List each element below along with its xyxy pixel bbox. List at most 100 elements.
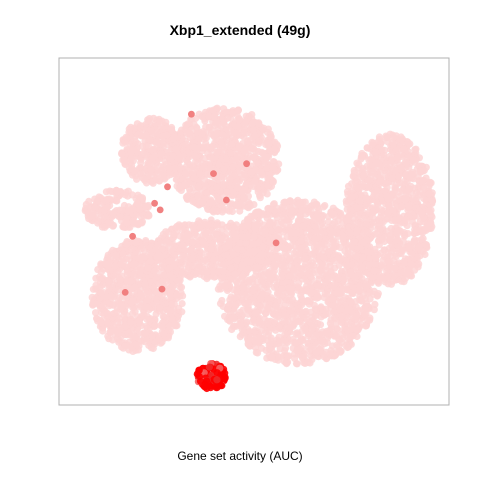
data-point <box>329 295 337 303</box>
data-point <box>194 242 202 250</box>
data-point <box>312 241 321 249</box>
data-point <box>159 172 167 180</box>
data-point <box>363 282 371 290</box>
data-point <box>299 222 307 230</box>
data-point <box>157 150 166 158</box>
data-point <box>233 245 242 253</box>
data-point <box>321 263 329 271</box>
data-point <box>220 165 228 173</box>
data-point <box>371 300 379 308</box>
data-point <box>234 107 242 115</box>
data-point <box>213 129 221 137</box>
data-point <box>221 283 230 291</box>
data-point <box>92 281 100 289</box>
data-point <box>281 294 289 302</box>
data-point <box>252 210 260 219</box>
data-point <box>243 293 251 301</box>
data-point <box>233 153 241 161</box>
data-point <box>226 175 234 183</box>
data-point <box>233 178 241 186</box>
data-point <box>292 229 300 238</box>
data-point <box>242 318 250 326</box>
data-point <box>201 164 209 172</box>
data-point <box>287 307 295 315</box>
data-point <box>238 273 247 281</box>
data-point <box>218 235 226 243</box>
data-point <box>313 294 321 302</box>
data-point <box>313 211 321 219</box>
data-point <box>258 326 266 334</box>
data-point <box>166 155 175 163</box>
data-point <box>298 337 306 345</box>
data-point <box>259 243 267 251</box>
data-point <box>307 207 315 215</box>
data-point <box>298 353 306 361</box>
data-point <box>198 198 207 206</box>
data-point <box>220 119 228 127</box>
data-point <box>182 121 190 129</box>
data-point <box>142 142 150 150</box>
data-point <box>233 256 241 264</box>
data-point <box>136 193 144 201</box>
data-point <box>210 273 218 281</box>
data-point <box>361 305 369 313</box>
data-point <box>310 216 318 224</box>
data-point <box>377 261 385 269</box>
data-point <box>213 183 221 191</box>
data-point <box>320 254 328 262</box>
data-point <box>294 201 303 209</box>
data-point <box>224 114 232 122</box>
data-point <box>334 287 342 295</box>
data-point <box>128 146 137 154</box>
data-point <box>244 222 252 230</box>
data-point <box>99 301 107 310</box>
data-point <box>178 269 186 277</box>
data-point <box>281 330 289 338</box>
data-point <box>135 317 143 325</box>
data-point <box>140 175 148 183</box>
data-point <box>162 118 170 126</box>
data-point <box>195 134 203 143</box>
data-point <box>227 149 235 157</box>
data-point <box>131 138 140 146</box>
data-point <box>250 240 259 248</box>
data-point <box>268 353 276 361</box>
data-point <box>337 319 345 327</box>
data-point <box>245 216 253 224</box>
data-point <box>259 290 267 298</box>
data-point <box>103 195 111 203</box>
data-point <box>141 280 149 288</box>
data-point <box>352 303 360 311</box>
data-point <box>249 126 257 134</box>
data-point <box>274 353 282 361</box>
data-point <box>163 131 171 139</box>
data-point <box>319 338 327 346</box>
data-point <box>267 133 275 141</box>
data-point <box>346 251 354 259</box>
data-point <box>145 160 153 168</box>
data-point <box>144 296 152 304</box>
data-point <box>203 268 211 276</box>
data-point <box>168 300 176 308</box>
data-point <box>246 276 254 284</box>
data-point <box>270 318 279 326</box>
data-point <box>304 358 312 366</box>
data-point <box>133 199 141 208</box>
data-point <box>113 197 121 205</box>
data-point <box>227 275 235 283</box>
data-point <box>92 309 100 317</box>
data-point <box>266 238 274 247</box>
data-point <box>153 138 161 146</box>
data-point <box>111 331 119 339</box>
data-point <box>88 293 96 301</box>
data-point <box>199 238 207 246</box>
data-point <box>166 171 174 179</box>
data-point <box>166 291 174 300</box>
data-point <box>237 160 246 168</box>
data-point <box>178 300 186 308</box>
data-point <box>123 271 131 279</box>
data-point <box>306 318 314 326</box>
data-point <box>230 314 238 322</box>
data-point <box>188 255 196 263</box>
data-point <box>186 246 194 254</box>
